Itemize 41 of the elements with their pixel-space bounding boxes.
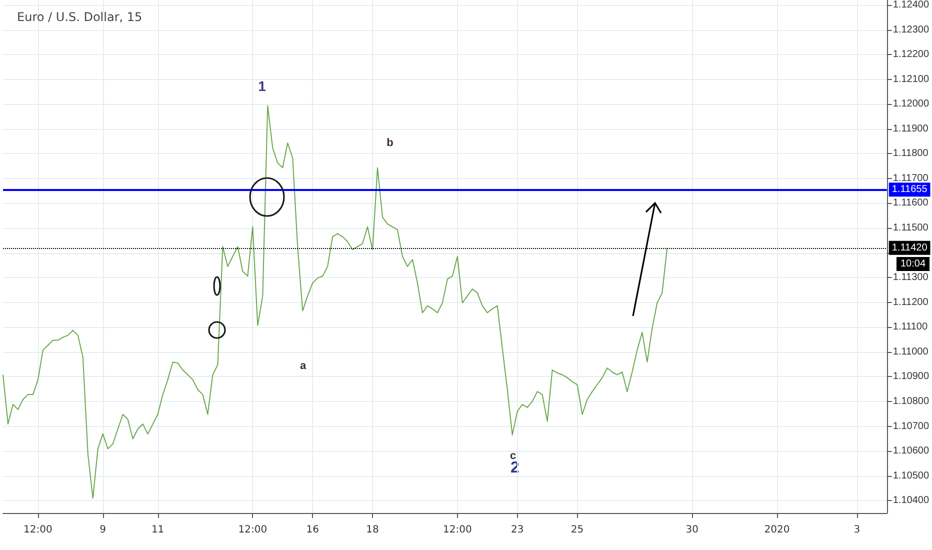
ref-line-label: 1.11655 xyxy=(892,184,928,196)
y-tick-label: 1.10900 xyxy=(892,371,930,382)
y-tick-label: 1.12300 xyxy=(892,24,930,36)
y-tick-label: 1.10700 xyxy=(892,420,930,432)
x-tick-label: 11 xyxy=(151,524,164,536)
y-tick-label: 1.10800 xyxy=(892,396,930,407)
x-tick-label: 3 xyxy=(854,524,860,536)
x-tick-label: 16 xyxy=(306,524,319,536)
y-tick-label: 1.11600 xyxy=(892,198,929,209)
y-tick-label: 1.11100 xyxy=(892,322,928,333)
text: Euro / U.S. Dollar, 15 xyxy=(17,10,142,24)
x-tick-label: 23 xyxy=(510,524,524,536)
annotation: b xyxy=(386,137,394,149)
y-tick-label: 1.10400 xyxy=(892,495,930,506)
annotation: c xyxy=(510,450,516,462)
annotation: a xyxy=(300,360,307,372)
y-tick-label: 1.12400 xyxy=(892,0,930,10)
x-tick-label: 18 xyxy=(366,524,379,536)
y-tick-label: 1.11700 xyxy=(892,172,929,184)
y-tick-label: 1.11800 xyxy=(892,148,929,160)
ref-line-label: 1.11420 xyxy=(892,242,928,254)
x-tick-label: 30 xyxy=(686,524,698,536)
x-tick-label: 12:00 xyxy=(238,524,268,536)
y-tick-label: 1.12000 xyxy=(892,98,930,110)
y-tick-label: 1.10500 xyxy=(892,470,930,482)
y-tick-label: 1.10600 xyxy=(892,446,930,457)
line-series xyxy=(2,105,668,499)
x-tick-label: 2020 xyxy=(764,524,790,536)
y-tick-label: 1.12200 xyxy=(892,49,930,60)
y-tick-label: 1.11900 xyxy=(892,123,929,134)
y-tick-label: 1.11300 xyxy=(892,272,929,284)
x-tick-label: 12:00 xyxy=(24,524,52,536)
x-tick-label: 25 xyxy=(570,524,584,536)
y-tick-label: 1.12100 xyxy=(892,74,930,85)
y-tick-label: 1.11500 xyxy=(892,222,929,234)
y-tick-label: 1.11000 xyxy=(892,346,929,358)
text: 10:04 xyxy=(900,258,926,270)
x-tick-label: 9 xyxy=(100,524,106,536)
annotation: 1 xyxy=(258,78,266,94)
y-tick-label: 1.11200 xyxy=(892,296,929,308)
x-tick-label: 12:00 xyxy=(442,524,472,536)
